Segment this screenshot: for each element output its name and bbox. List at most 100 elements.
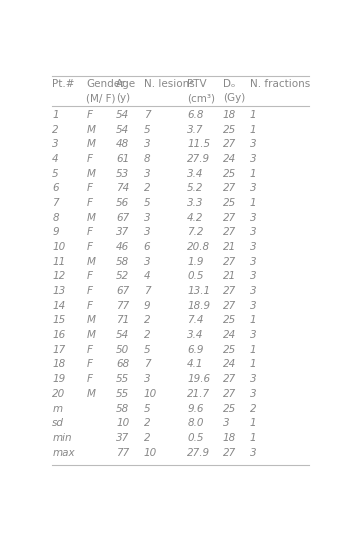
Text: 6.9: 6.9 — [187, 345, 204, 355]
Text: 19: 19 — [52, 374, 65, 384]
Text: 74: 74 — [116, 183, 130, 193]
Text: 21: 21 — [223, 242, 236, 252]
Text: 27: 27 — [223, 139, 236, 149]
Text: 37: 37 — [116, 227, 130, 237]
Text: (y): (y) — [116, 93, 131, 103]
Text: 3: 3 — [250, 374, 257, 384]
Text: 46: 46 — [116, 242, 130, 252]
Text: 24: 24 — [223, 154, 236, 164]
Text: 2: 2 — [144, 433, 150, 443]
Text: min: min — [52, 433, 72, 443]
Text: 3: 3 — [250, 213, 257, 223]
Text: 9: 9 — [144, 301, 150, 311]
Text: 3: 3 — [250, 257, 257, 267]
Text: 1.9: 1.9 — [187, 257, 204, 267]
Text: F: F — [86, 286, 92, 296]
Text: 27: 27 — [223, 447, 236, 458]
Text: M: M — [86, 213, 95, 223]
Text: 52: 52 — [116, 271, 130, 281]
Text: 61: 61 — [116, 154, 130, 164]
Text: 12: 12 — [52, 271, 65, 281]
Text: 10: 10 — [116, 418, 130, 428]
Text: max: max — [52, 447, 75, 458]
Text: 27.9: 27.9 — [187, 447, 210, 458]
Text: 25: 25 — [223, 169, 236, 179]
Text: M: M — [86, 139, 95, 149]
Text: 56: 56 — [116, 198, 130, 208]
Text: 7: 7 — [144, 286, 150, 296]
Text: 1: 1 — [250, 418, 257, 428]
Text: 1: 1 — [250, 315, 257, 325]
Text: F: F — [86, 345, 92, 355]
Text: F: F — [86, 271, 92, 281]
Text: 8.0: 8.0 — [187, 418, 204, 428]
Text: 24: 24 — [223, 359, 236, 369]
Text: F: F — [86, 359, 92, 369]
Text: 6: 6 — [144, 242, 150, 252]
Text: F: F — [86, 227, 92, 237]
Text: m: m — [52, 403, 62, 413]
Text: 3: 3 — [250, 271, 257, 281]
Text: 54: 54 — [116, 110, 130, 120]
Text: 77: 77 — [116, 447, 130, 458]
Text: 53: 53 — [116, 169, 130, 179]
Text: 3: 3 — [223, 418, 229, 428]
Text: 25: 25 — [223, 345, 236, 355]
Text: 3: 3 — [250, 286, 257, 296]
Text: 27: 27 — [223, 213, 236, 223]
Text: M: M — [86, 389, 95, 399]
Text: 6.8: 6.8 — [187, 110, 204, 120]
Text: F: F — [86, 198, 92, 208]
Text: 2: 2 — [52, 125, 59, 135]
Text: 48: 48 — [116, 139, 130, 149]
Text: 25: 25 — [223, 315, 236, 325]
Text: 7: 7 — [144, 110, 150, 120]
Text: 4: 4 — [52, 154, 59, 164]
Text: Age: Age — [116, 79, 137, 89]
Text: 1: 1 — [250, 433, 257, 443]
Text: 3.4: 3.4 — [187, 169, 204, 179]
Text: 7.2: 7.2 — [187, 227, 204, 237]
Text: 20.8: 20.8 — [187, 242, 210, 252]
Text: M: M — [86, 315, 95, 325]
Text: 21: 21 — [223, 271, 236, 281]
Text: 27: 27 — [223, 374, 236, 384]
Text: 3: 3 — [144, 374, 150, 384]
Text: 0.5: 0.5 — [187, 433, 204, 443]
Text: (cm³): (cm³) — [187, 93, 215, 103]
Text: M: M — [86, 257, 95, 267]
Text: 2: 2 — [144, 183, 150, 193]
Text: 3.7: 3.7 — [187, 125, 204, 135]
Text: 25: 25 — [223, 125, 236, 135]
Text: 3: 3 — [144, 213, 150, 223]
Text: F: F — [86, 374, 92, 384]
Text: 4: 4 — [144, 271, 150, 281]
Text: 3: 3 — [144, 257, 150, 267]
Text: 27: 27 — [223, 257, 236, 267]
Text: 13: 13 — [52, 286, 65, 296]
Text: PTV: PTV — [187, 79, 207, 89]
Text: 14: 14 — [52, 301, 65, 311]
Text: 27: 27 — [223, 227, 236, 237]
Text: M: M — [86, 125, 95, 135]
Text: 1: 1 — [52, 110, 59, 120]
Text: (M/ F): (M/ F) — [86, 93, 116, 103]
Text: F: F — [86, 242, 92, 252]
Text: 25: 25 — [223, 403, 236, 413]
Text: 27: 27 — [223, 301, 236, 311]
Text: F: F — [86, 301, 92, 311]
Text: 3: 3 — [250, 183, 257, 193]
Text: 58: 58 — [116, 257, 130, 267]
Text: 5: 5 — [144, 403, 150, 413]
Text: 3.4: 3.4 — [187, 330, 204, 340]
Text: 18.9: 18.9 — [187, 301, 210, 311]
Text: 8: 8 — [144, 154, 150, 164]
Text: 3: 3 — [250, 154, 257, 164]
Text: 71: 71 — [116, 315, 130, 325]
Text: 3: 3 — [250, 301, 257, 311]
Text: 7: 7 — [144, 359, 150, 369]
Text: 16: 16 — [52, 330, 65, 340]
Text: 3: 3 — [250, 139, 257, 149]
Text: 18: 18 — [223, 110, 236, 120]
Text: 67: 67 — [116, 213, 130, 223]
